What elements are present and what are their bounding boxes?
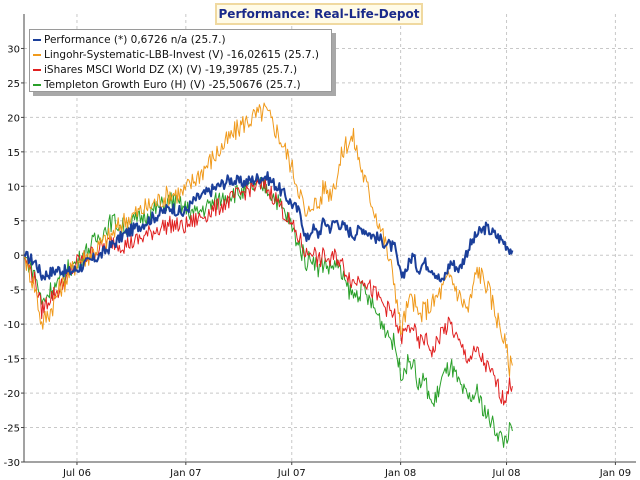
y-tick-label: -20 bbox=[4, 389, 20, 400]
legend-item-templeton: Templeton Growth Euro (H) (V) -25,50676 … bbox=[33, 77, 331, 92]
legend-swatch-ishares bbox=[33, 68, 41, 71]
legend-label-performance: Performance (*) 0,6726 n/a (25.7.) bbox=[44, 33, 226, 46]
legend-swatch-lingohr bbox=[33, 53, 41, 56]
legend-swatch-templeton bbox=[33, 83, 41, 86]
legend-label-ishares: iShares MSCI World DZ (X) (V) -19,39785 … bbox=[44, 63, 298, 76]
x-tick-label: Jul 07 bbox=[277, 468, 306, 479]
x-tick-label: Jan 07 bbox=[169, 468, 201, 479]
legend-label-lingohr: Lingohr-Systematic-LBB-Invest (V) -16,02… bbox=[44, 48, 320, 61]
legend-item-performance: Performance (*) 0,6726 n/a (25.7.) bbox=[33, 32, 331, 47]
y-tick-label: -30 bbox=[4, 458, 20, 469]
chart-title: Performance: Real-Life-Depot bbox=[218, 7, 420, 21]
series-line-3 bbox=[23, 177, 513, 448]
y-tick-label: -10 bbox=[4, 320, 20, 331]
series-line-0 bbox=[23, 171, 514, 283]
y-tick-label: 20 bbox=[7, 113, 20, 124]
x-tick-label: Jan 09 bbox=[599, 468, 631, 479]
legend-item-ishares: iShares MSCI World DZ (X) (V) -19,39785 … bbox=[33, 62, 331, 77]
y-tick-label: 30 bbox=[7, 44, 20, 55]
y-tick-label: -25 bbox=[4, 424, 20, 435]
x-tick-label: Jan 08 bbox=[384, 468, 416, 479]
y-tick-label: -5 bbox=[10, 286, 20, 297]
y-tick-label: 10 bbox=[7, 182, 20, 193]
x-tick-label: Jul 08 bbox=[492, 468, 521, 479]
series-line-1 bbox=[23, 102, 513, 377]
y-tick-label: 5 bbox=[14, 217, 20, 228]
legend-label-templeton: Templeton Growth Euro (H) (V) -25,50676 … bbox=[44, 78, 301, 91]
legend: Performance (*) 0,6726 n/a (25.7.) Lingo… bbox=[29, 29, 332, 92]
chart-title-box: Performance: Real-Life-Depot bbox=[215, 3, 423, 25]
y-tick-label: 25 bbox=[7, 79, 20, 90]
legend-item-lingohr: Lingohr-Systematic-LBB-Invest (V) -16,02… bbox=[33, 47, 331, 62]
y-tick-label: 15 bbox=[7, 148, 20, 159]
y-tick-label: -15 bbox=[4, 355, 20, 366]
legend-swatch-performance bbox=[33, 38, 41, 41]
x-tick-label: Jul 06 bbox=[62, 468, 91, 479]
y-tick-label: 0 bbox=[14, 251, 20, 262]
